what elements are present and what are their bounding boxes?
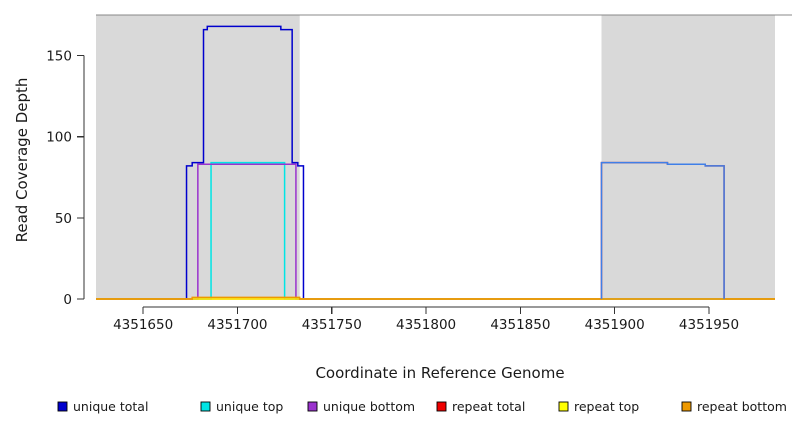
x-tick-label: 4351700 <box>207 317 267 333</box>
x-axis: 4351650 4351700 4351750 4351800 4351850 43519… <box>113 306 739 333</box>
shaded-regions <box>96 15 775 299</box>
y-tick-label: 100 <box>46 130 72 146</box>
legend-label-repeat-bottom: repeat bottom <box>697 399 787 414</box>
x-tick-label: 4351650 <box>113 317 173 333</box>
x-tick-label: 4351750 <box>302 317 362 333</box>
y-axis: 0 50 100 150 <box>46 49 85 308</box>
legend-label-repeat-total: repeat total <box>452 399 525 414</box>
legend-swatch-unique-top <box>200 401 211 412</box>
legend-label-unique-total: unique total <box>73 399 148 414</box>
y-tick-label: 50 <box>55 211 72 227</box>
legend-label-repeat-top: repeat top <box>574 399 639 414</box>
legend-label-unique-bottom: unique bottom <box>323 399 415 414</box>
legend-swatch-repeat-top <box>558 401 569 412</box>
x-tick-label: 4351800 <box>396 317 456 333</box>
legend: unique total unique top unique bottom repea… <box>57 399 787 414</box>
repeat-region-right <box>601 15 775 299</box>
data-traces <box>96 25 775 300</box>
x-tick-label: 4351950 <box>679 317 739 333</box>
trace-unique-total <box>96 25 775 300</box>
legend-swatch-repeat-total <box>436 401 447 412</box>
legend-swatch-unique-total <box>57 401 68 412</box>
x-tick-label: 4351900 <box>585 317 645 333</box>
y-tick-label: 0 <box>63 292 72 308</box>
x-axis-title: Coordinate in Reference Genome <box>315 364 564 382</box>
trace-repeat-total-right-peak-overlay <box>600 161 725 299</box>
legend-label-unique-top: unique top <box>216 399 283 414</box>
legend-swatch-repeat-bottom <box>681 401 692 412</box>
trace-repeat-bottom <box>96 296 775 300</box>
y-tick-label: 150 <box>46 49 72 65</box>
y-axis-title: Read Coverage Depth <box>13 78 31 243</box>
x-tick-label: 4351850 <box>490 317 550 333</box>
legend-swatch-unique-bottom <box>307 401 318 412</box>
